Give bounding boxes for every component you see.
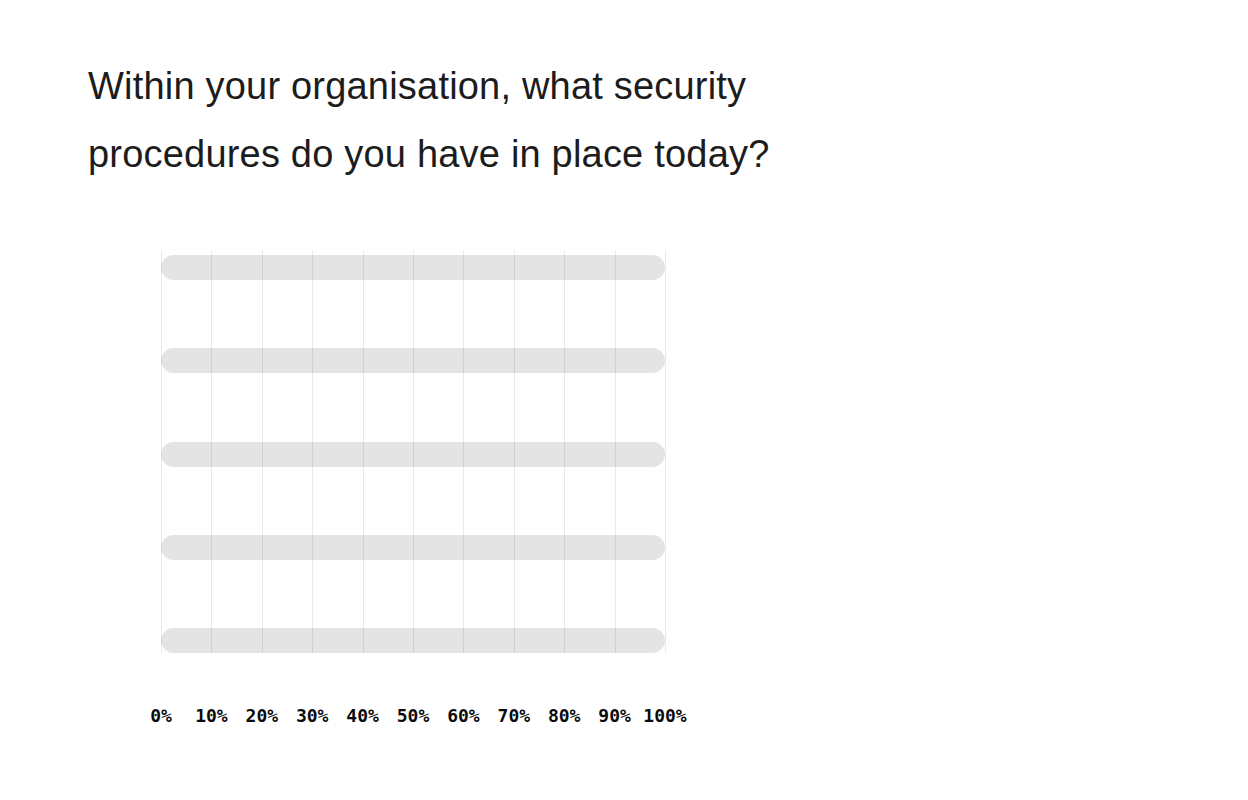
question-title-line-2: procedures do you have in place today? <box>88 120 888 188</box>
result-bar <box>161 348 665 373</box>
question-title-line-1: Within your organisation, what security <box>88 52 888 120</box>
x-tick-label: 40% <box>346 704 379 728</box>
result-bar <box>161 535 665 560</box>
x-tick-label: 60% <box>447 704 480 728</box>
x-tick-label: 70% <box>498 704 531 728</box>
result-bar <box>161 442 665 467</box>
x-tick-label: 30% <box>296 704 329 728</box>
x-tick-label: 90% <box>598 704 631 728</box>
x-tick-label: 20% <box>246 704 279 728</box>
x-tick-label: 10% <box>195 704 228 728</box>
x-tick-label: 0% <box>150 704 172 728</box>
result-bar <box>161 628 665 653</box>
x-tick-label: 100% <box>643 704 686 728</box>
gridline <box>665 250 666 653</box>
x-tick-label: 50% <box>397 704 430 728</box>
result-bar <box>161 255 665 280</box>
chart-x-axis: 0%10%20%30%40%50%60%70%80%90%100% <box>161 704 665 728</box>
x-tick-label: 80% <box>548 704 581 728</box>
results-bar-chart <box>161 250 665 653</box>
question-title: Within your organisation, what security … <box>88 52 888 188</box>
chart-bars <box>161 255 665 653</box>
survey-results-page: Within your organisation, what security … <box>0 0 1248 800</box>
